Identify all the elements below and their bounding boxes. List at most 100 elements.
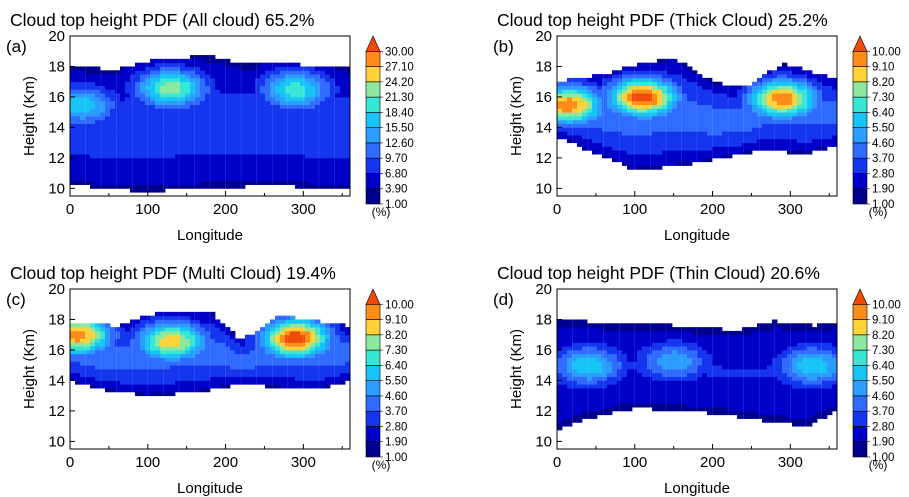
contour-cell bbox=[235, 93, 241, 98]
contour-cell bbox=[592, 410, 598, 416]
contour-cell bbox=[822, 131, 828, 136]
contour-cell bbox=[100, 112, 106, 117]
contour-cell bbox=[692, 146, 698, 151]
contour-cell bbox=[240, 70, 246, 75]
contour-cell bbox=[110, 165, 116, 170]
contour-cell bbox=[320, 365, 326, 370]
contour-cell bbox=[100, 70, 106, 75]
contour-cell bbox=[85, 380, 91, 385]
contour-cell bbox=[150, 342, 156, 347]
contour-cell bbox=[240, 357, 246, 362]
contour-cell bbox=[335, 334, 341, 339]
contour-cell bbox=[90, 77, 96, 83]
contour-cell bbox=[180, 89, 186, 94]
contour-cell bbox=[672, 108, 678, 113]
contour-cell bbox=[265, 96, 271, 102]
contour-cell bbox=[115, 81, 121, 86]
contour-cell bbox=[827, 96, 833, 102]
contour-cell bbox=[270, 150, 276, 155]
contour-cell bbox=[612, 349, 618, 355]
contour-cell bbox=[737, 142, 743, 147]
contour-cell bbox=[687, 349, 693, 355]
contour-cell bbox=[310, 376, 316, 381]
contour-cell bbox=[295, 346, 301, 351]
contour-cell bbox=[330, 165, 336, 170]
contour-cell bbox=[652, 369, 658, 374]
contour-cell bbox=[642, 112, 648, 117]
contour-cell bbox=[230, 146, 236, 151]
contour-cell bbox=[285, 85, 291, 90]
contour-cell bbox=[632, 112, 638, 117]
contour-cell bbox=[797, 77, 803, 83]
contour-cell bbox=[792, 116, 798, 121]
contour-cell bbox=[320, 116, 326, 121]
contour-cell bbox=[225, 81, 231, 86]
contour-cell bbox=[330, 323, 336, 328]
contour-cell bbox=[210, 62, 216, 67]
contour-cell bbox=[315, 327, 321, 332]
contour-cell bbox=[170, 388, 176, 393]
contour-cell bbox=[165, 150, 171, 155]
contour-cell bbox=[577, 100, 583, 105]
contour-cell bbox=[110, 176, 116, 182]
contour-cell bbox=[100, 323, 106, 328]
contour-cell bbox=[140, 77, 146, 83]
contour-cell bbox=[657, 365, 663, 370]
contour-cell bbox=[587, 135, 593, 140]
contour-cell bbox=[295, 81, 301, 86]
contour-cell bbox=[145, 119, 151, 125]
contour-cell bbox=[140, 338, 146, 343]
contour-cell bbox=[612, 131, 618, 136]
contour-cell bbox=[572, 112, 578, 117]
contour-cell bbox=[120, 100, 126, 105]
contour-cell bbox=[637, 123, 643, 128]
contour-cell bbox=[275, 372, 281, 378]
contour-cell bbox=[340, 77, 346, 83]
contour-cell bbox=[672, 330, 678, 336]
contour-cell bbox=[642, 150, 648, 155]
contour-cell bbox=[245, 146, 251, 151]
contour-cell bbox=[747, 96, 753, 102]
contour-cell bbox=[155, 157, 161, 163]
contour-cell bbox=[255, 369, 261, 374]
colorbar-segment bbox=[365, 349, 381, 366]
contour-cell bbox=[672, 342, 678, 347]
contour-cell bbox=[637, 119, 643, 125]
contour-cell bbox=[140, 108, 146, 113]
contour-cell bbox=[325, 157, 331, 163]
contour-cell bbox=[567, 346, 573, 351]
contour-cell bbox=[220, 169, 226, 174]
contour-cell bbox=[295, 338, 301, 343]
contour-cell bbox=[305, 66, 311, 71]
contour-cell bbox=[85, 74, 91, 79]
contour-cell bbox=[125, 108, 131, 113]
contour-cell bbox=[667, 116, 673, 121]
colorbar-label: 24.20 bbox=[385, 77, 414, 89]
contour-cell bbox=[617, 150, 623, 155]
contour-cell bbox=[677, 357, 683, 362]
contour-cell bbox=[752, 135, 758, 140]
contour-cell bbox=[120, 77, 126, 83]
contour-cell bbox=[110, 372, 116, 378]
contour-cell bbox=[120, 161, 126, 166]
contour-cell bbox=[592, 96, 598, 102]
contour-cell bbox=[567, 399, 573, 404]
contour-cell bbox=[265, 81, 271, 86]
contour-cell bbox=[155, 188, 161, 193]
contour-cell bbox=[90, 346, 96, 351]
contour-cell bbox=[270, 85, 276, 90]
contour-cell bbox=[220, 180, 226, 185]
contour-cell bbox=[85, 100, 91, 105]
contour-cell bbox=[235, 119, 241, 125]
contour-cell bbox=[265, 70, 271, 75]
contour-cell bbox=[320, 165, 326, 170]
contour-cell bbox=[85, 165, 91, 170]
contour-cell bbox=[285, 334, 291, 339]
contour-cell bbox=[260, 116, 266, 121]
contour-cell bbox=[717, 142, 723, 147]
contour-cell bbox=[70, 123, 76, 128]
contour-cell bbox=[190, 176, 196, 182]
contour-cell bbox=[195, 150, 201, 155]
contour-cell bbox=[180, 81, 186, 86]
contour-cell bbox=[822, 104, 828, 109]
